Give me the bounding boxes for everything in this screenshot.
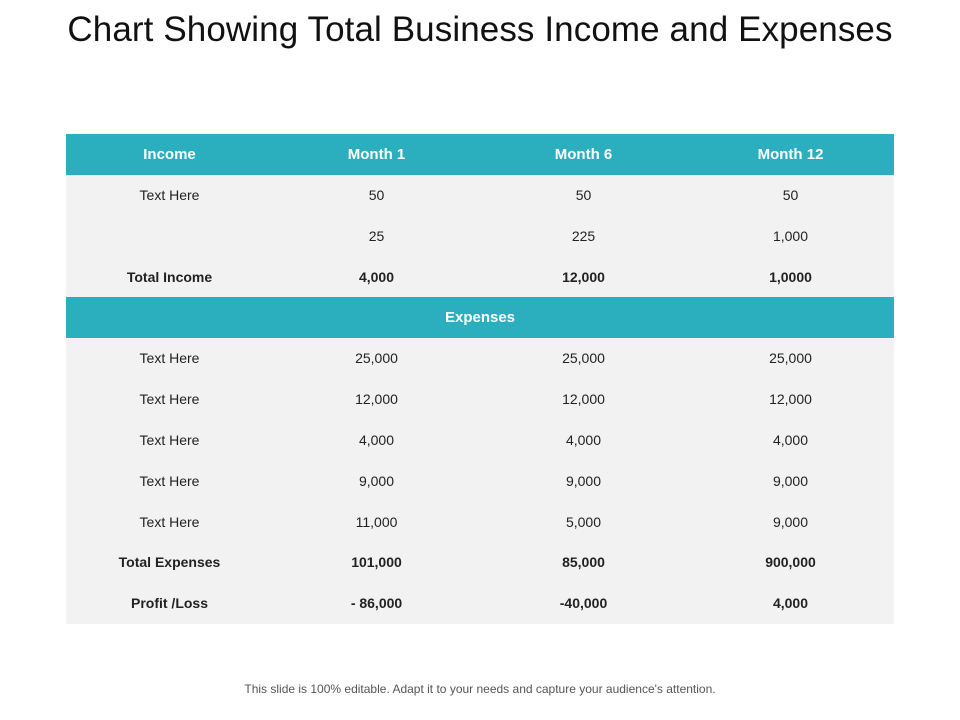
cell-month-1: 50 [368, 187, 385, 204]
header-cell-month-1: Month 1 [347, 145, 406, 163]
row-label: Text Here [139, 513, 200, 530]
row-label: Text Here [139, 472, 200, 489]
table-row: Text Here 50 50 50 [66, 175, 894, 216]
cell-month-12: 900,000 [765, 554, 816, 571]
cell-month-12: 25,000 [769, 350, 812, 367]
row-label: Text Here [139, 431, 200, 448]
row-label: Total Expenses [118, 554, 221, 571]
cell-month-12: 4,000 [772, 431, 809, 448]
cell-month-1: 9,000 [358, 472, 395, 489]
cell-month-6: 225 [571, 227, 596, 244]
table-row: Text Here 11,000 5,000 9,000 [66, 501, 894, 542]
row-label: Text Here [139, 350, 200, 367]
cell-month-6: 85,000 [562, 554, 605, 571]
total-income-row: Total Income 4,000 12,000 1,0000 [66, 256, 894, 297]
cell-month-6: 4,000 [565, 431, 602, 448]
cell-month-1: 25 [368, 227, 385, 244]
expenses-section-header: Expenses [66, 297, 894, 338]
cell-month-12: 9,000 [772, 472, 809, 489]
row-label: Text Here [139, 391, 200, 408]
cell-month-6: 12,000 [562, 391, 605, 408]
cell-month-1: 12,000 [355, 391, 398, 408]
header-cell-income: Income [143, 145, 196, 163]
row-label: Total Income [126, 268, 213, 285]
header-cell-month-6: Month 6 [554, 145, 613, 163]
expenses-label: Expenses [444, 309, 516, 327]
table-row: Text Here 12,000 12,000 12,000 [66, 379, 894, 420]
table-row: Text Here 9,000 9,000 9,000 [66, 460, 894, 501]
cell-month-6: -40,000 [559, 595, 608, 612]
footer-note: This slide is 100% editable. Adapt it to… [244, 682, 716, 696]
cell-month-1: 101,000 [351, 554, 402, 571]
cell-month-12: 9,000 [772, 513, 809, 530]
table-header-row: Income Month 1 Month 6 Month 12 [66, 134, 894, 175]
cell-month-1: 4,000 [358, 268, 395, 285]
cell-month-6: 5,000 [565, 513, 602, 530]
row-label: Profit /Loss [130, 595, 208, 612]
slide-title: Chart Showing Total Business Income and … [67, 10, 893, 49]
total-expenses-row: Total Expenses 101,000 85,000 900,000 [66, 542, 894, 583]
cell-month-6: 25,000 [562, 350, 605, 367]
cell-month-6: 12,000 [562, 268, 605, 285]
cell-month-12: 1,0000 [769, 268, 812, 285]
cell-month-6: 50 [575, 187, 592, 204]
cell-month-12: 50 [782, 187, 799, 204]
cell-month-6: 9,000 [565, 472, 602, 489]
table-row: 25 225 1,000 [66, 216, 894, 257]
table-row: Text Here 4,000 4,000 4,000 [66, 420, 894, 461]
table-row: Text Here 25,000 25,000 25,000 [66, 338, 894, 379]
cell-month-12: 4,000 [772, 595, 809, 612]
row-label: Text Here [139, 187, 200, 204]
cell-month-1: - 86,000 [350, 595, 403, 612]
profit-loss-row: Profit /Loss - 86,000 -40,000 4,000 [66, 583, 894, 624]
cell-month-1: 4,000 [358, 431, 395, 448]
cell-month-1: 25,000 [355, 350, 398, 367]
income-expense-table: Income Month 1 Month 6 Month 12 Text Her… [66, 134, 894, 624]
cell-month-12: 1,000 [772, 227, 809, 244]
cell-month-1: 11,000 [355, 513, 398, 530]
header-cell-month-12: Month 12 [757, 145, 824, 163]
cell-month-12: 12,000 [769, 391, 812, 408]
